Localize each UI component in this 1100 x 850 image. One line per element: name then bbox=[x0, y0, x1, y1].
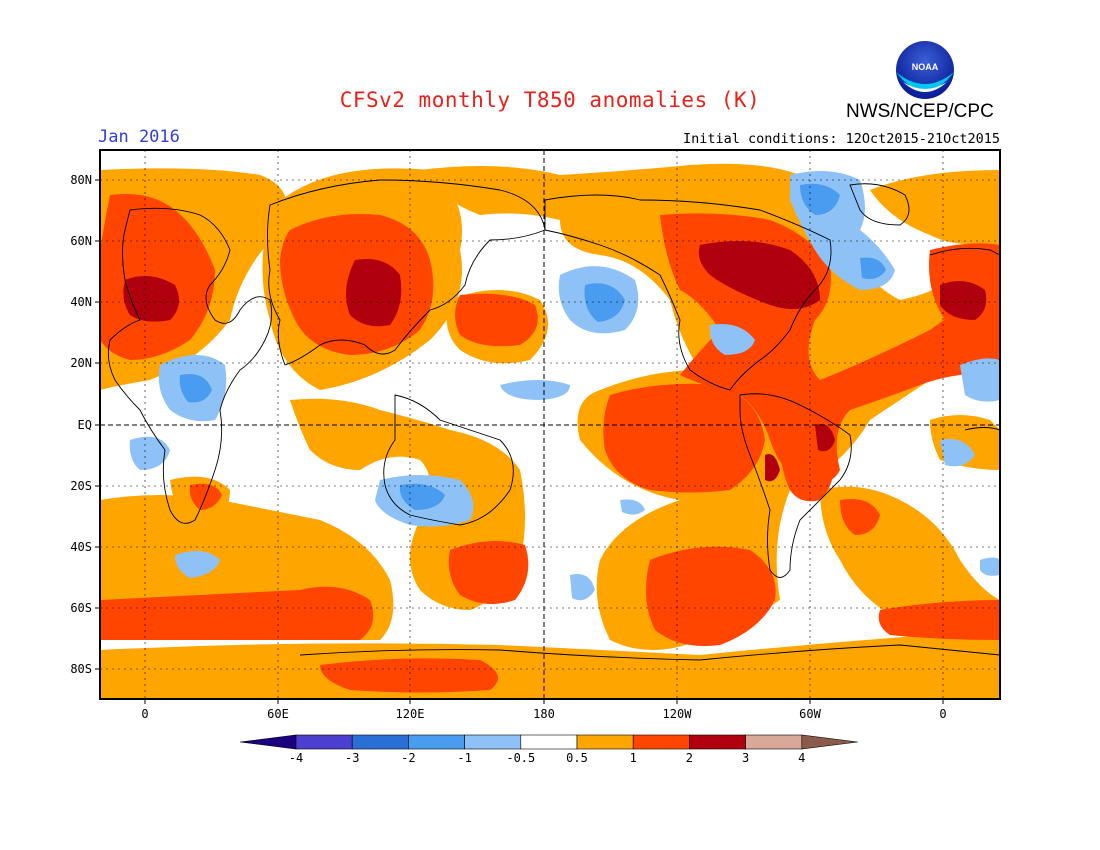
colorbar-label: -3 bbox=[345, 751, 359, 765]
anomaly-neg1-neg2-regions bbox=[179, 183, 886, 510]
colorbar-label: 4 bbox=[798, 751, 805, 765]
lat-label: 20S bbox=[70, 479, 92, 493]
colorbar-label: 1 bbox=[630, 751, 637, 765]
initial-conditions: Initial conditions: 12Oct2015-21Oct2015 bbox=[683, 131, 1000, 147]
lat-label: 80N bbox=[70, 173, 92, 187]
noaa-logo-text: NOAA bbox=[912, 62, 939, 72]
lon-label: 60W bbox=[799, 707, 821, 721]
colorbar-swatch bbox=[295, 734, 353, 750]
agency-label: NWS/NCEP/CPC bbox=[846, 101, 994, 122]
chart-title: CFSv2 monthly T850 anomalies (K) bbox=[339, 88, 761, 112]
lon-label: 0 bbox=[939, 707, 946, 721]
colorbar-label: 2 bbox=[686, 751, 693, 765]
colorbar-arrow-right bbox=[801, 734, 858, 750]
lat-label: EQ bbox=[78, 418, 92, 432]
lon-label: 120W bbox=[663, 707, 693, 721]
lat-label: 20N bbox=[70, 356, 92, 370]
lat-label: 80S bbox=[70, 662, 92, 676]
equator-dateline bbox=[100, 150, 1000, 699]
colorbar-swatch bbox=[632, 734, 690, 750]
forecast-month: Jan 2016 bbox=[98, 127, 180, 147]
colorbar-arrow-left bbox=[239, 734, 297, 750]
lat-label: 60N bbox=[70, 234, 92, 248]
colorbar-swatch bbox=[408, 734, 465, 750]
colorbar-label: 0.5 bbox=[566, 751, 588, 765]
lat-label: 60S bbox=[70, 601, 92, 615]
axis-ticks bbox=[95, 179, 944, 704]
colorbar: -4 -3 -2 -1 -0.5 0.5 1 2 3 4 bbox=[239, 734, 858, 765]
colorbar-swatch bbox=[576, 734, 634, 750]
lon-label: 0 bbox=[141, 707, 148, 721]
colorbar-label: -0.5 bbox=[506, 751, 535, 765]
lon-label: 60E bbox=[267, 707, 289, 721]
colorbar-swatch bbox=[745, 734, 803, 750]
colorbar-label: -2 bbox=[401, 751, 415, 765]
colorbar-label: -1 bbox=[457, 751, 471, 765]
colorbar-swatch bbox=[464, 734, 522, 750]
coastlines bbox=[107, 179, 1000, 661]
colorbar-swatch bbox=[351, 734, 409, 750]
lon-label: 180 bbox=[533, 707, 555, 721]
lon-label: 120E bbox=[396, 707, 425, 721]
anomaly-field bbox=[100, 150, 1000, 699]
colorbar-swatch bbox=[520, 734, 578, 750]
colorbar-label: -4 bbox=[289, 751, 303, 765]
gridlines bbox=[100, 150, 1000, 699]
noaa-logo: NOAA bbox=[896, 41, 954, 99]
lat-label: 40S bbox=[70, 540, 92, 554]
colorbar-label: 3 bbox=[742, 751, 749, 765]
lat-labels: 80N 60N 40N 20N EQ 20S 40S 60S 80S bbox=[70, 173, 92, 676]
lon-labels: 0 60E 120E 180 120W 60W 0 bbox=[141, 707, 946, 721]
anomaly-2-3-regions bbox=[123, 241, 987, 482]
colorbar-swatch bbox=[689, 734, 746, 750]
lat-label: 40N bbox=[70, 295, 92, 309]
